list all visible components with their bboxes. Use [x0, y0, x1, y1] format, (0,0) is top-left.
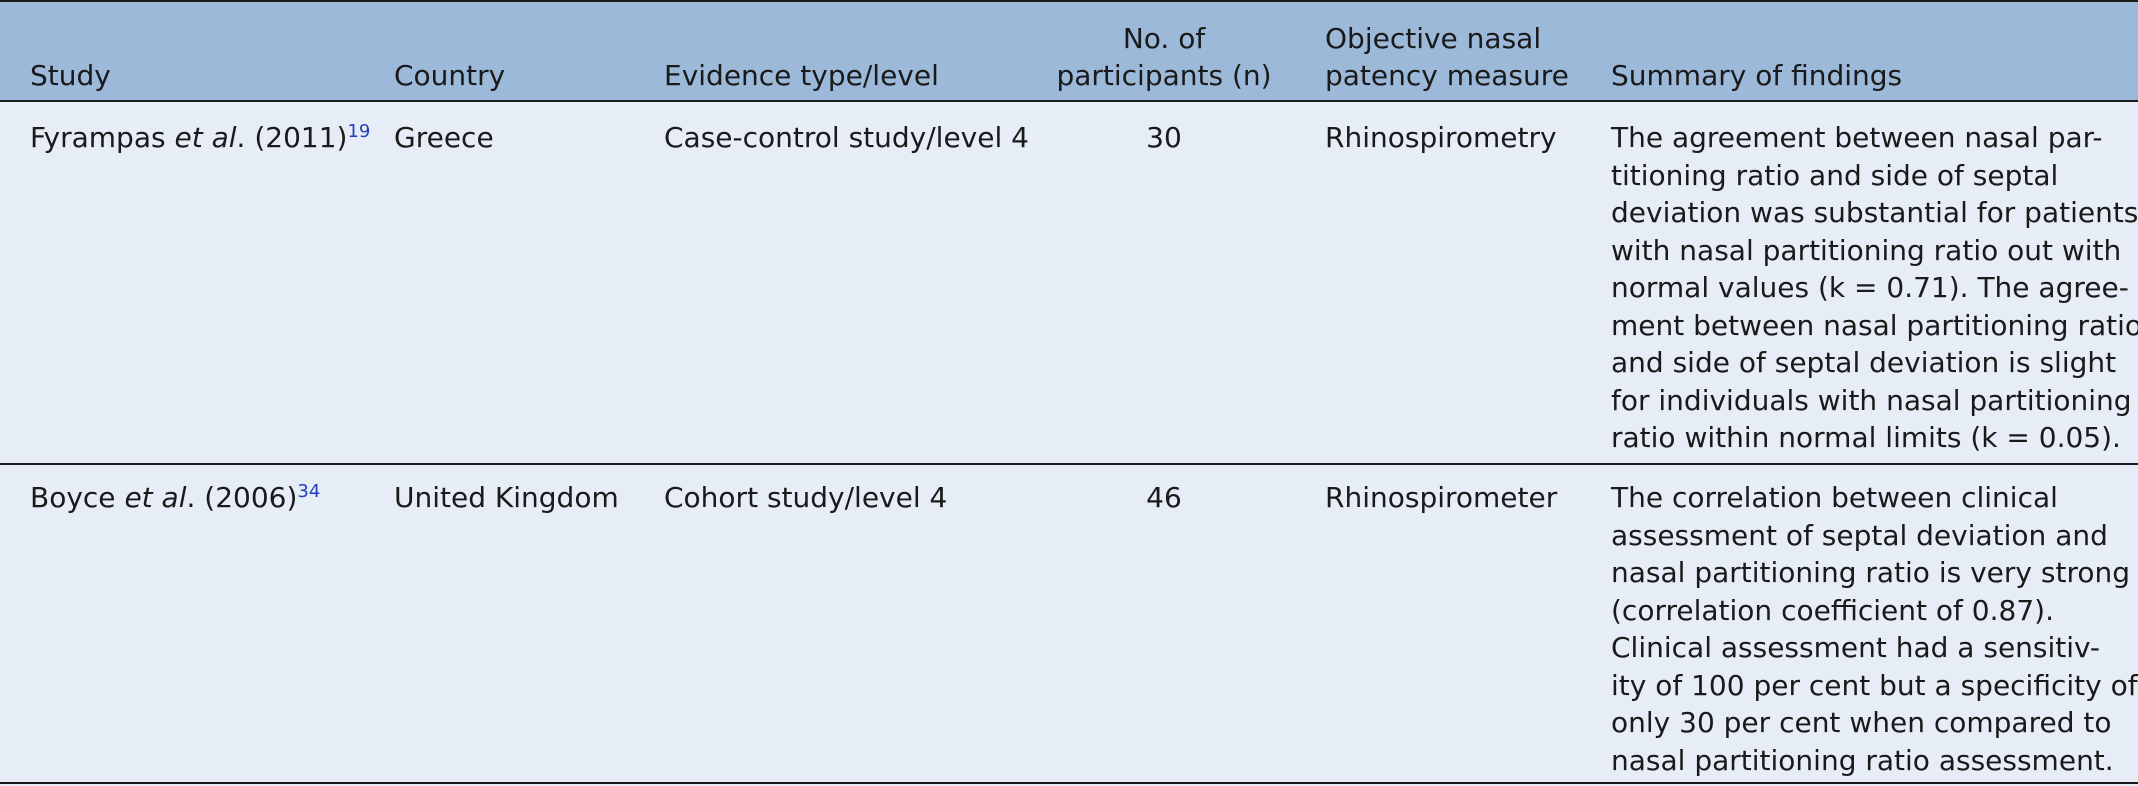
country-cell: United Kingdom [394, 481, 619, 514]
measure-cell: Rhinospirometry [1325, 121, 1557, 154]
study-author: Boyce [30, 481, 125, 514]
summary-line: normal values (k = 0.71). The agree- [1611, 271, 2129, 304]
study-etal: et al [174, 121, 237, 154]
participants-cell: 30 [1146, 121, 1182, 154]
summary-line: ratio within normal limits (k = 0.05). [1611, 421, 2121, 454]
reference-link[interactable]: 34 [297, 481, 321, 502]
summary-line: ment between nasal partitioning ratio [1611, 308, 2138, 342]
table-bottom-rule [0, 782, 2138, 784]
summary-line: nasal partitioning ratio is very strong [1611, 556, 2130, 589]
summary-line: assessment of septal deviation and [1611, 518, 2108, 552]
summary-line: nasal partitioning ratio assessment. [1611, 743, 2114, 777]
evidence-cell: Case-control study/level 4 [664, 121, 1029, 154]
header-country: Country [394, 59, 506, 92]
measure-cell: Rhinospirometer [1325, 481, 1558, 514]
country-cell: Greece [394, 121, 494, 154]
study-cell: Fyrampas et al. (2011)19 [30, 119, 370, 156]
summary-line: and side of septal deviation is slight [1611, 346, 2117, 379]
summary-line: only 30 per cent when compared to [1611, 706, 2112, 739]
summary-line: for individuals with nasal partitioning [1611, 383, 2132, 417]
reference-link[interactable]: 19 [347, 121, 371, 142]
summary-line: The correlation between clinical [1611, 481, 2058, 514]
summary-line: ity of 100 per cent but a specificity of [1611, 668, 2138, 702]
header-participants-line2: participants (n) [1056, 59, 1272, 92]
summary-line: titioning ratio and side of septal [1611, 158, 2059, 192]
study-author: Fyrampas [30, 121, 175, 154]
study-cell: Boyce et al. (2006)34 [30, 479, 320, 516]
summary-line: The agreement between nasal par- [1611, 121, 2103, 154]
header-participants-line1: No. of [1122, 22, 1206, 55]
evidence-cell: Cohort study/level 4 [664, 481, 948, 514]
summary-cell: The correlation between clinical assessm… [1611, 479, 2138, 779]
study-etal: et al [124, 481, 187, 514]
header-study: Study [30, 59, 111, 92]
row-divider [0, 463, 2138, 465]
header-summary: Summary of findings [1611, 59, 1903, 92]
summary-line: (correlation coefficient of 0.87). [1611, 593, 2054, 627]
summary-line: Clinical assessment had a sensitiv- [1611, 631, 2100, 664]
participants-cell: 46 [1146, 481, 1182, 514]
summary-line: with nasal partitioning ratio out with [1611, 233, 2122, 267]
header-measure-line1: Objective nasal [1325, 22, 1542, 55]
table-header: Study Country Evidence type/level No. of… [0, 0, 2138, 102]
header-evidence: Evidence type/level [664, 59, 939, 92]
summary-cell: The agreement between nasal par- titioni… [1611, 119, 2138, 457]
summary-line: deviation was substantial for patients [1611, 196, 2138, 229]
study-year: . (2011) [236, 121, 348, 154]
study-year: . (2006) [186, 481, 298, 514]
header-measure-line2: patency measure [1325, 59, 1569, 92]
